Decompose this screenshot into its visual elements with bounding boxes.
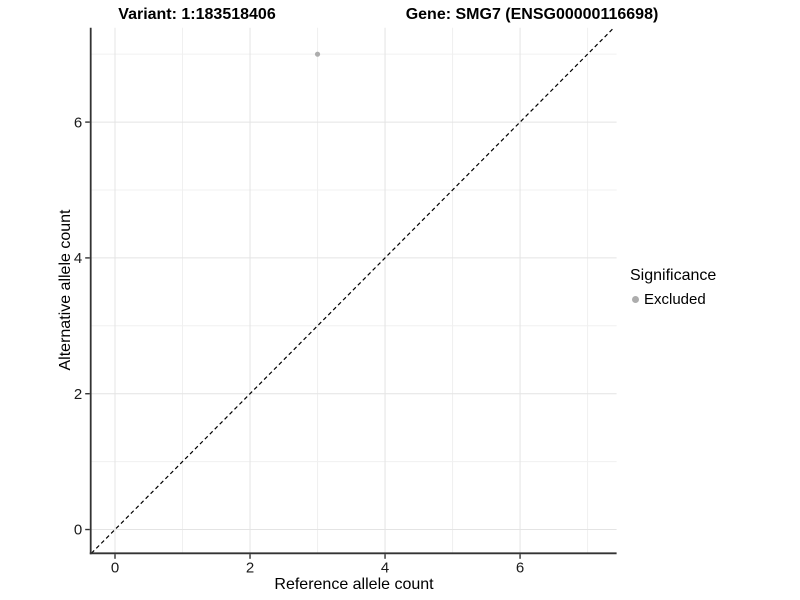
x-tick-label: 2 [246, 559, 254, 576]
excluded-point-icon [632, 295, 639, 303]
y-tick-label: 6 [74, 114, 82, 131]
variant-title: Variant: 1:183518406 [118, 6, 276, 23]
gene-title: Gene: SMG7 (ENSG00000116698) [405, 6, 659, 23]
y-axis-title: Alternative allele count [57, 209, 74, 371]
x-axis-title: Reference allele count [274, 576, 434, 593]
legend-item-excluded: Excluded [630, 290, 716, 308]
x-tick-label: 4 [381, 559, 389, 576]
legend-title: Significance [630, 267, 717, 284]
legend-item-label: Excluded [644, 290, 706, 308]
y-tick-label: 0 [74, 522, 82, 539]
data-point [314, 51, 321, 57]
identity-dashed-line [90, 27, 615, 554]
y-tick-label: 4 [74, 250, 82, 267]
x-tick-label: 6 [516, 559, 524, 576]
y-tick-label: 2 [74, 386, 82, 403]
legend: Significance Excluded [630, 266, 716, 308]
x-tick-label: 0 [111, 559, 119, 576]
